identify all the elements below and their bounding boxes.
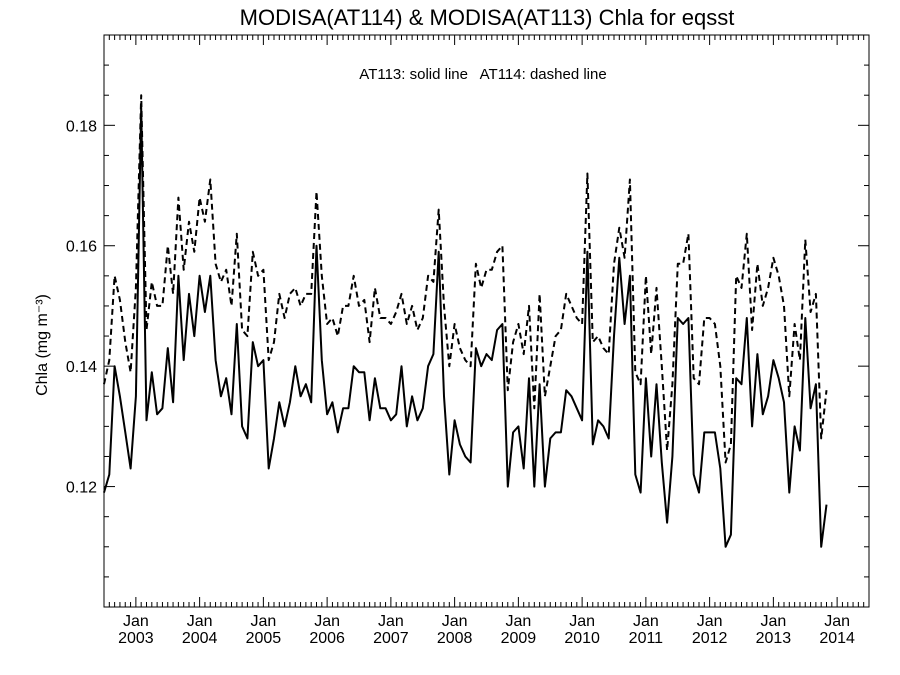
x-tick-label-year: 2008 — [437, 630, 473, 647]
series-line-at114 — [103, 94, 828, 464]
chart-title: MODISA(AT114) & MODISA(AT113) Chla for e… — [240, 5, 735, 30]
x-tick-label-year: 2006 — [309, 630, 345, 647]
x-tick-label-year: 2013 — [756, 630, 792, 647]
x-tick-label-year: 2010 — [564, 630, 600, 647]
x-tick-label-month: Jan — [378, 613, 404, 630]
y-tick-label: 0.14 — [66, 359, 97, 376]
x-tick-label-year: 2012 — [692, 630, 728, 647]
x-tick-label-month: Jan — [760, 613, 786, 630]
y-tick-label: 0.18 — [66, 118, 97, 135]
x-tick-label-month: Jan — [314, 613, 340, 630]
series-line-at113 — [103, 106, 828, 548]
x-tick-label-month: Jan — [633, 613, 659, 630]
x-tick-label-month: Jan — [697, 613, 723, 630]
x-tick-label-month: Jan — [569, 613, 595, 630]
x-tick-label-month: Jan — [505, 613, 531, 630]
x-tick-label-year: 2014 — [819, 630, 855, 647]
y-tick-label: 0.12 — [66, 480, 97, 497]
x-tick-label-year: 2009 — [501, 630, 537, 647]
x-tick-label-year: 2004 — [182, 630, 218, 647]
y-tick-label: 0.16 — [66, 239, 97, 256]
line-style-legend: AT113: solid line AT114: dashed line — [359, 66, 606, 83]
x-tick-label-year: 2005 — [246, 630, 282, 647]
y-axis-label: Chla (mg m⁻³) — [34, 294, 51, 396]
x-tick-label-year: 2011 — [629, 630, 664, 647]
x-tick-label-month: Jan — [123, 613, 149, 630]
x-tick-label-year: 2003 — [118, 630, 154, 647]
x-tick-label-month: Jan — [824, 613, 850, 630]
x-tick-label-year: 2007 — [373, 630, 409, 647]
plot-frame — [103, 34, 870, 608]
x-tick-label-month: Jan — [442, 613, 468, 630]
x-tick-label-month: Jan — [250, 613, 276, 630]
x-tick-label-month: Jan — [187, 613, 213, 630]
